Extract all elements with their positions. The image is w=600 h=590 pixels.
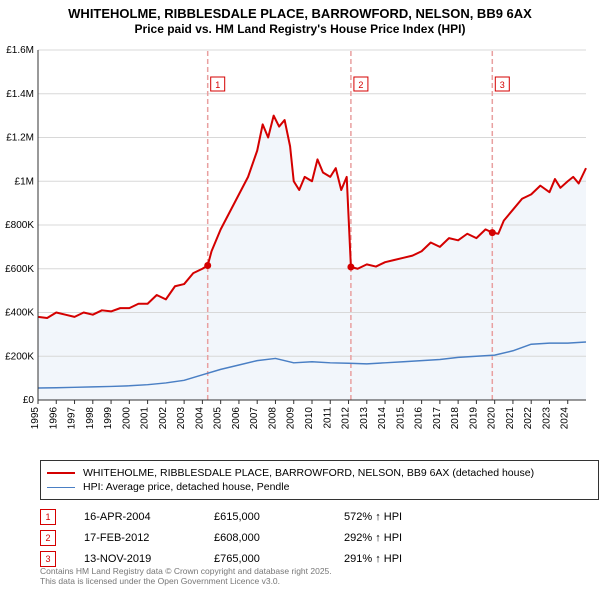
svg-text:2019: 2019 [468,407,479,430]
marker-badge: 1 [40,509,56,525]
svg-text:2004: 2004 [194,407,205,430]
svg-text:2016: 2016 [414,407,425,430]
svg-text:£1.6M: £1.6M [6,45,34,56]
legend-item-hpi: HPI: Average price, detached house, Pend… [47,481,592,493]
svg-text:2008: 2008 [267,407,278,430]
svg-text:2001: 2001 [140,407,151,430]
sale-hpi: 292% ↑ HPI [344,532,474,544]
legend-swatch [47,472,75,474]
table-row: 1 16-APR-2004 £615,000 572% ↑ HPI [40,509,585,525]
sale-date: 17-FEB-2012 [84,532,214,544]
line-chart: 123£0£200K£400K£600K£800K£1M£1.2M£1.4M£1… [38,50,586,440]
svg-text:2011: 2011 [322,407,333,429]
title-subtitle: Price paid vs. HM Land Registry's House … [0,22,600,37]
svg-text:2005: 2005 [213,407,224,430]
table-row: 2 17-FEB-2012 £608,000 292% ↑ HPI [40,530,585,546]
svg-text:2012: 2012 [341,407,352,430]
sale-price: £615,000 [214,511,344,523]
chart-area: 123£0£200K£400K£600K£800K£1M£1.2M£1.4M£1… [38,50,586,440]
legend-item-price-paid: WHITEHOLME, RIBBLESDALE PLACE, BARROWFOR… [47,467,592,479]
svg-text:2014: 2014 [377,407,388,430]
legend-label: HPI: Average price, detached house, Pend… [83,481,289,493]
svg-text:1997: 1997 [67,407,78,430]
svg-text:£400K: £400K [5,308,34,319]
sale-price: £608,000 [214,532,344,544]
sale-date: 13-NOV-2019 [84,553,214,565]
svg-text:£1M: £1M [15,176,34,187]
svg-text:1998: 1998 [85,407,96,430]
sale-hpi: 291% ↑ HPI [344,553,474,565]
legend-swatch [47,487,75,488]
marker-badge: 3 [40,551,56,567]
svg-text:1999: 1999 [103,407,114,430]
svg-text:£1.4M: £1.4M [6,89,34,100]
svg-text:2020: 2020 [487,407,498,430]
svg-text:£600K: £600K [5,264,34,275]
svg-text:£1.2M: £1.2M [6,133,34,144]
svg-text:£800K: £800K [5,220,34,231]
svg-text:2010: 2010 [304,407,315,430]
footer-attribution: Contains HM Land Registry data © Crown c… [40,566,332,586]
footer-line1: Contains HM Land Registry data © Crown c… [40,566,332,576]
table-row: 3 13-NOV-2019 £765,000 291% ↑ HPI [40,551,585,567]
legend-label: WHITEHOLME, RIBBLESDALE PLACE, BARROWFOR… [83,467,534,479]
svg-text:2021: 2021 [505,407,516,430]
title-address: WHITEHOLME, RIBBLESDALE PLACE, BARROWFOR… [0,6,600,22]
svg-text:2015: 2015 [395,407,406,430]
svg-text:2024: 2024 [560,407,571,430]
svg-text:2013: 2013 [359,407,370,430]
svg-text:£0: £0 [23,395,35,406]
svg-text:2000: 2000 [121,407,132,430]
sales-table: 1 16-APR-2004 £615,000 572% ↑ HPI 2 17-F… [40,504,585,572]
chart-title: WHITEHOLME, RIBBLESDALE PLACE, BARROWFOR… [0,0,600,37]
marker-badge: 2 [40,530,56,546]
sale-date: 16-APR-2004 [84,511,214,523]
svg-text:2: 2 [358,80,363,90]
svg-text:3: 3 [500,80,505,90]
svg-text:2002: 2002 [158,407,169,430]
svg-text:2017: 2017 [432,407,443,430]
svg-text:2009: 2009 [286,407,297,430]
svg-text:2022: 2022 [523,407,534,430]
svg-text:2023: 2023 [541,407,552,430]
svg-text:2006: 2006 [231,407,242,430]
svg-text:1995: 1995 [30,407,41,430]
svg-text:2003: 2003 [176,407,187,430]
footer-line2: This data is licensed under the Open Gov… [40,576,332,586]
sale-hpi: 572% ↑ HPI [344,511,474,523]
svg-text:2018: 2018 [450,407,461,430]
svg-text:£200K: £200K [5,351,34,362]
svg-text:2007: 2007 [249,407,260,430]
svg-text:1: 1 [215,80,220,90]
sale-price: £765,000 [214,553,344,565]
svg-text:1996: 1996 [48,407,59,430]
legend: WHITEHOLME, RIBBLESDALE PLACE, BARROWFOR… [40,460,599,500]
